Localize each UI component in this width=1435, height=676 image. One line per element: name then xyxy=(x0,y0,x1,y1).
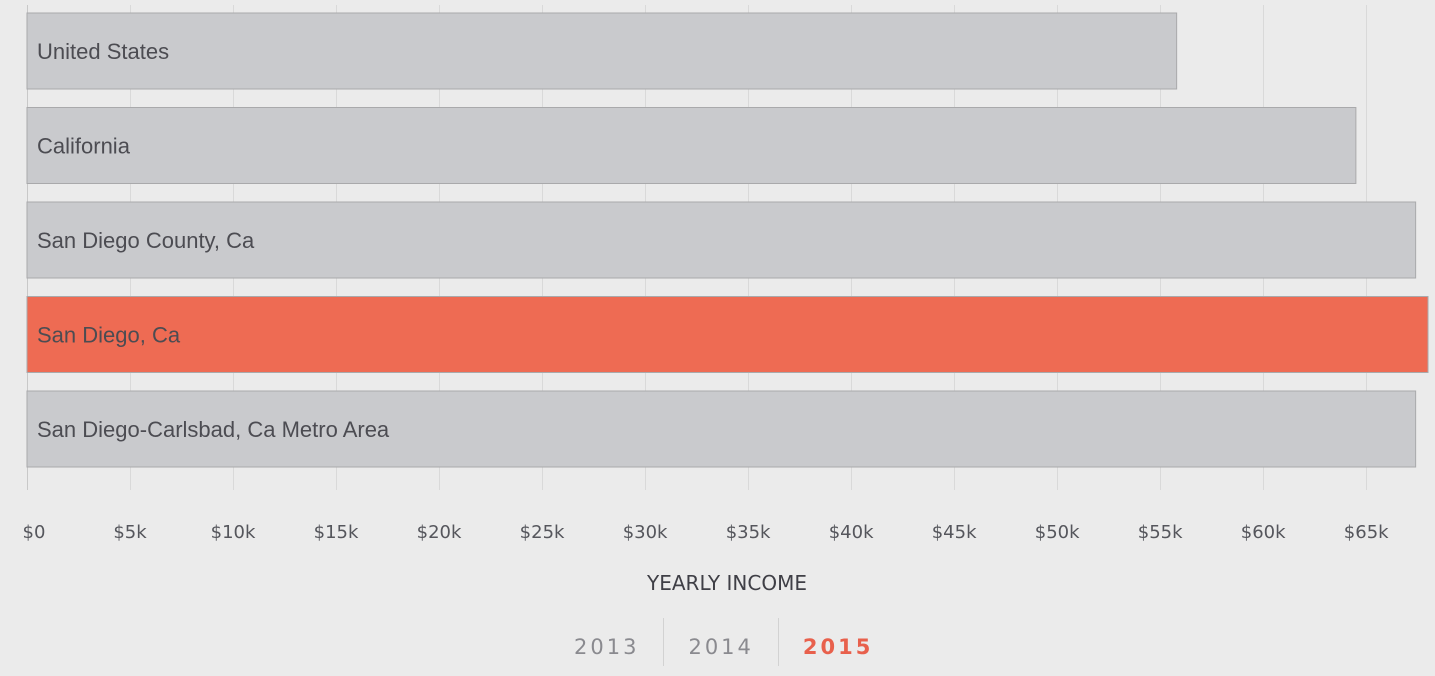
bar[interactable] xyxy=(26,296,1429,373)
year-tab-2014[interactable]: 2014 xyxy=(664,618,779,666)
x-tick-label: $45k xyxy=(932,522,977,543)
bars: United States California San Diego County,… xyxy=(26,12,1429,468)
bar-label: United States xyxy=(37,39,169,64)
x-tick-label: $55k xyxy=(1138,522,1183,543)
x-axis-ticks: $0 $5k $10k $15k $20k $25k $30k $35k $40k $45k $50… xyxy=(23,522,1390,543)
year-tab-2015[interactable]: 2015 xyxy=(802,635,874,659)
bar[interactable] xyxy=(26,201,1417,279)
x-tick-label: $5k xyxy=(113,522,147,543)
bar[interactable] xyxy=(26,12,1178,90)
bar[interactable] xyxy=(26,107,1357,184)
x-tick-label: $15k xyxy=(314,522,359,543)
bar[interactable] xyxy=(26,390,1417,468)
year-tabs: 2013 2014 2015 xyxy=(550,618,897,666)
x-axis-title: YEARLY INCOME xyxy=(646,571,807,595)
x-tick-label: $65k xyxy=(1344,522,1389,543)
bar-label: San Diego-Carlsbad, Ca Metro Area xyxy=(37,417,390,442)
bar-label: San Diego, Ca xyxy=(37,323,181,348)
x-tick-label: $10k xyxy=(211,522,256,543)
x-tick-label: $35k xyxy=(726,522,771,543)
x-tick-label: $50k xyxy=(1035,522,1080,543)
x-tick-label: $0 xyxy=(23,522,46,543)
x-tick-label: $40k xyxy=(829,522,874,543)
x-tick-label: $60k xyxy=(1241,522,1286,543)
bar-label: California xyxy=(37,134,131,159)
x-tick-label: $20k xyxy=(417,522,462,543)
year-tab-2013[interactable]: 2013 xyxy=(550,618,665,666)
x-tick-label: $30k xyxy=(623,522,668,543)
bar-label: San Diego County, Ca xyxy=(37,228,255,253)
x-tick-label: $25k xyxy=(520,522,565,543)
